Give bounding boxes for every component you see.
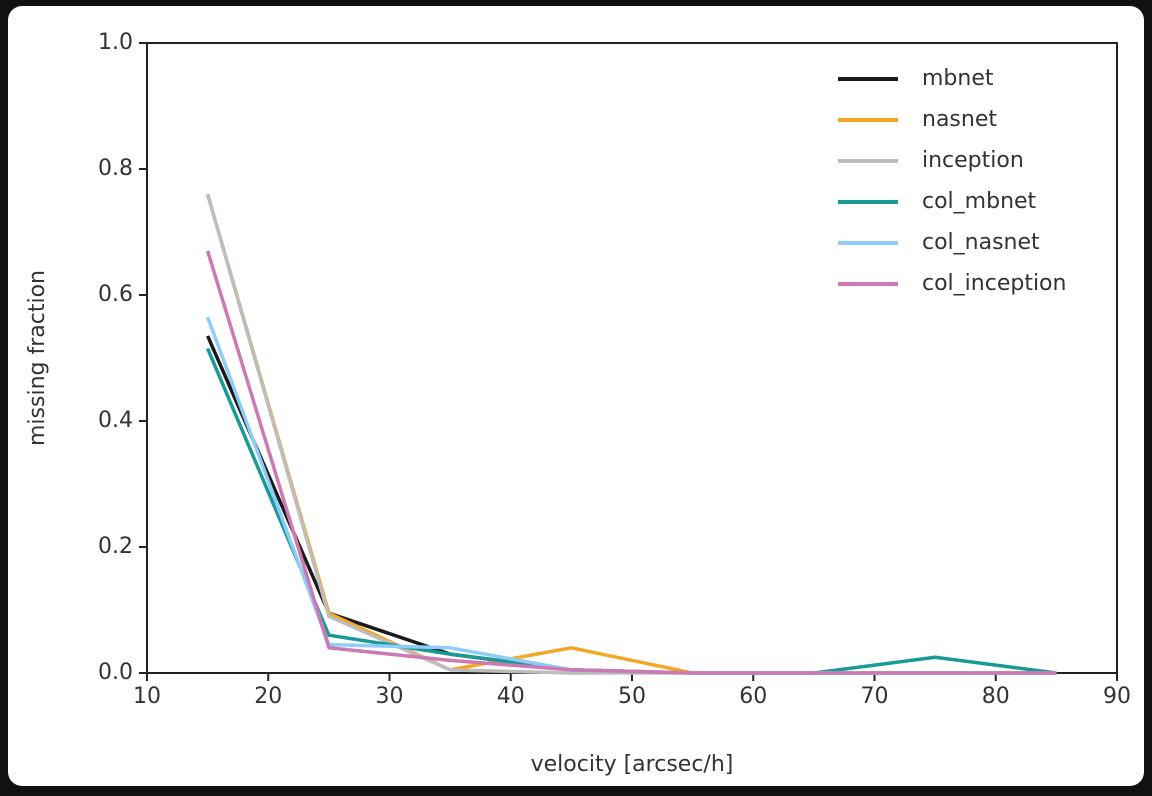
legend-label: col_inception (922, 271, 1066, 296)
legend-label: col_nasnet (922, 230, 1040, 255)
y-tick-label: 0.6 (98, 282, 133, 307)
x-tick-label: 60 (739, 684, 767, 709)
y-tick-label: 0.0 (98, 660, 133, 685)
x-tick-label: 20 (254, 684, 282, 709)
plot-frame (146, 42, 1118, 674)
x-tick-label: 80 (982, 684, 1010, 709)
x-tick-label: 40 (497, 684, 525, 709)
x-tick-label: 50 (618, 684, 646, 709)
x-tick-label: 70 (861, 684, 889, 709)
x-tick-label: 10 (133, 684, 161, 709)
series-line (205, 193, 1057, 675)
legend-label: nasnet (922, 107, 997, 132)
x-tick-label: 90 (1103, 684, 1131, 709)
series-line (205, 250, 1057, 675)
card (8, 6, 1144, 786)
y-tick-label: 0.4 (98, 408, 133, 433)
x-tick-label: 30 (376, 684, 404, 709)
legend-label: mbnet (922, 66, 994, 91)
series-line (206, 347, 1057, 675)
y-tick-label: 0.2 (98, 534, 133, 559)
legend-label: inception (922, 148, 1024, 173)
legend-label: col_mbnet (922, 189, 1037, 214)
y-tick-label: 0.8 (98, 156, 133, 181)
series-line (206, 335, 1057, 675)
series-line (205, 193, 1057, 675)
x-axis-label: velocity [arcsec/h] (531, 752, 734, 777)
y-axis-label: missing fraction (25, 270, 50, 446)
y-tick-label: 1.0 (98, 30, 133, 55)
